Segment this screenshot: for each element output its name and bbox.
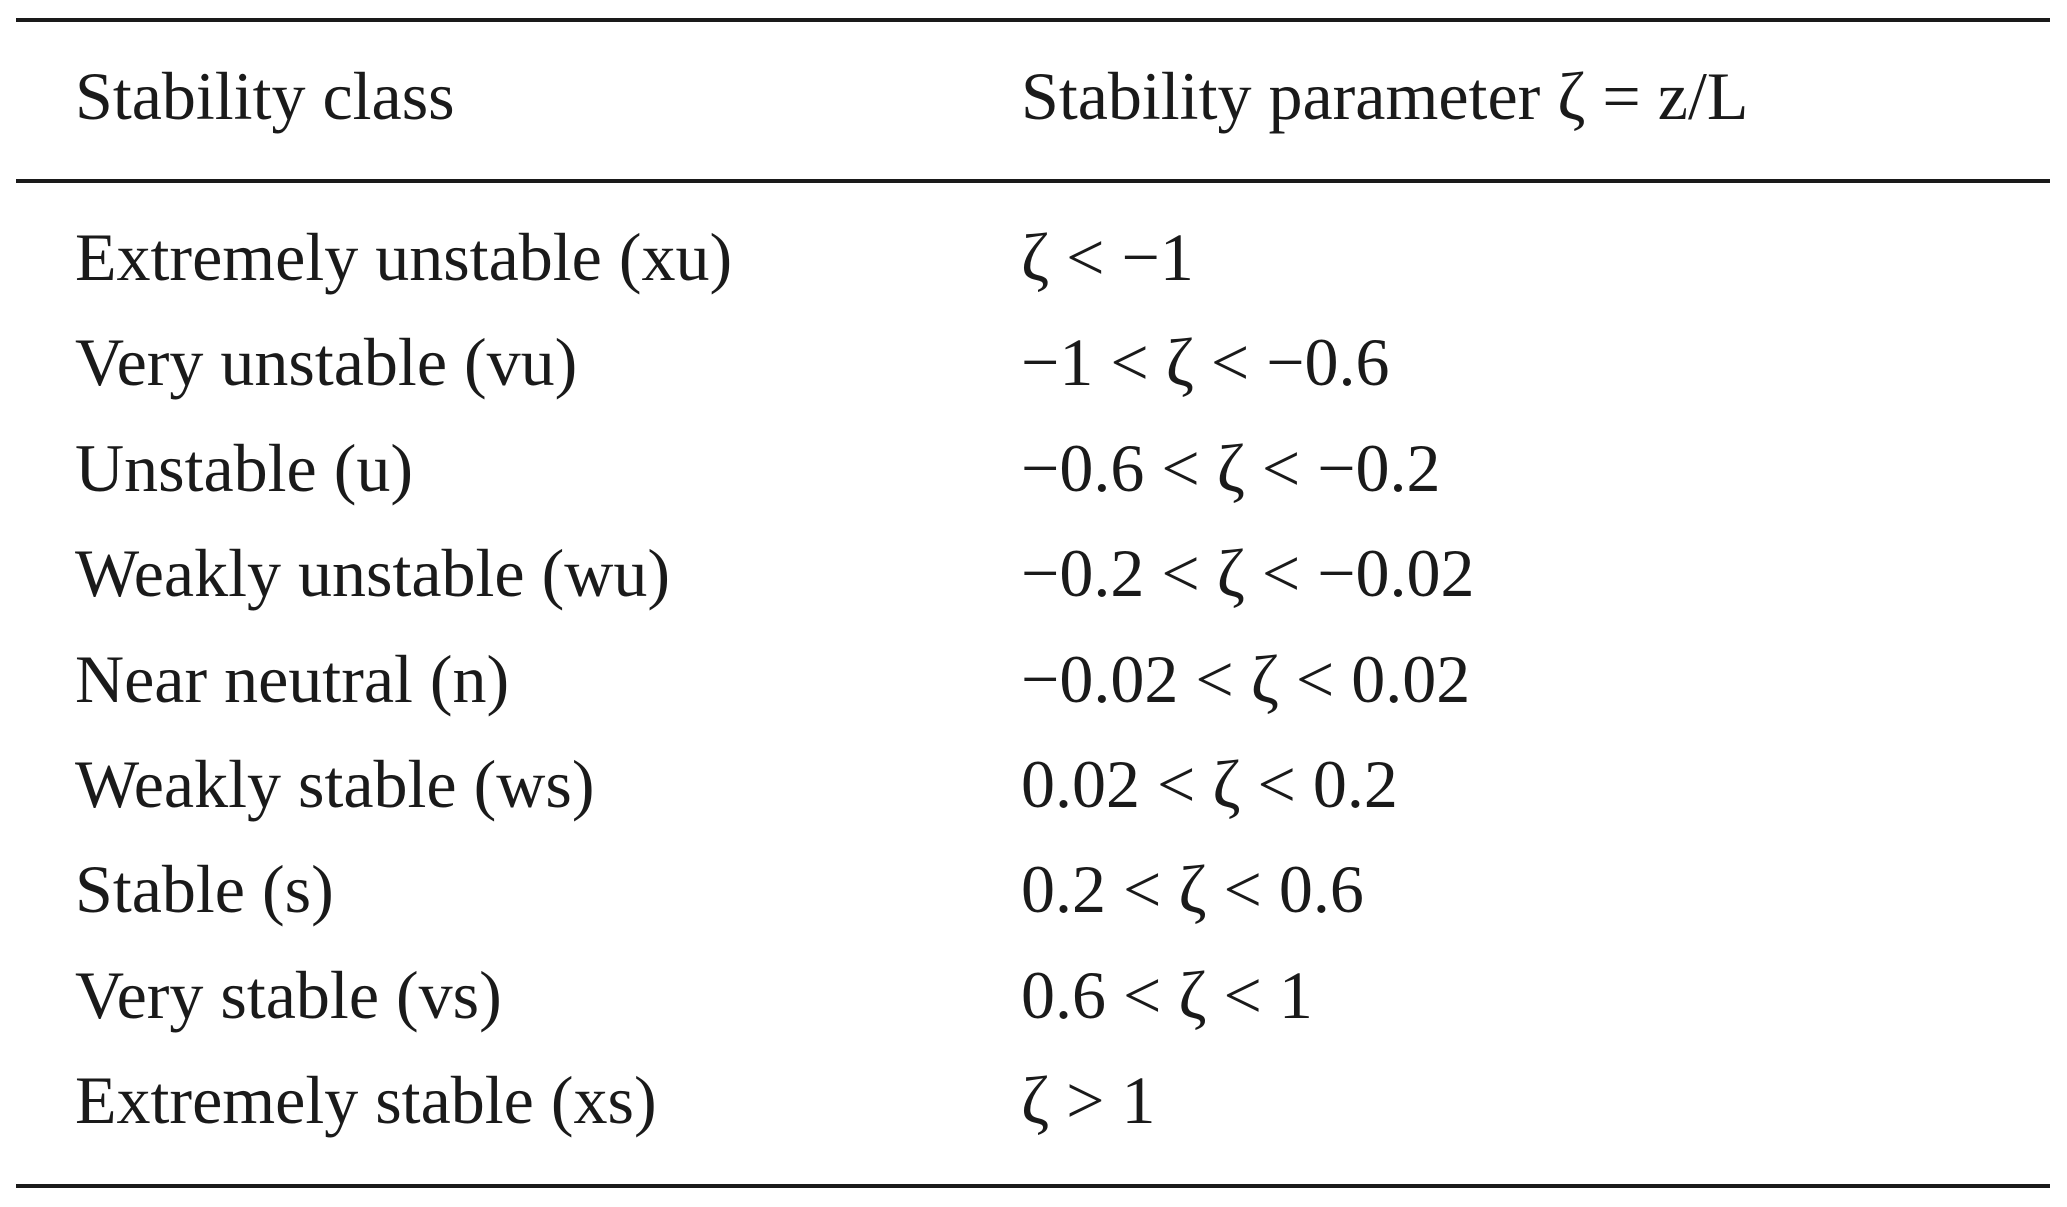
parameter-cell: −0.2 < ζ < −0.02 xyxy=(1021,535,1475,612)
class-cell: Very stable (vs) xyxy=(75,956,502,1033)
parameter-cell: 0.2 < ζ < 0.6 xyxy=(1021,851,1364,928)
parameter-cell: ζ > 1 xyxy=(1021,1062,1156,1139)
parameter-cell: 0.6 < ζ < 1 xyxy=(1021,956,1313,1033)
mid-rule xyxy=(16,179,2050,183)
bottom-rule xyxy=(16,1184,2050,1188)
class-cell: Near neutral (n) xyxy=(75,640,510,717)
class-cell: Extremely unstable (xu) xyxy=(75,219,733,295)
class-cell: Extremely stable (xs) xyxy=(75,1062,657,1139)
class-cell: Weakly stable (ws) xyxy=(75,746,595,822)
class-cell: Unstable (u) xyxy=(75,429,414,506)
parameter-cell: −0.6 < ζ < −0.2 xyxy=(1021,429,1441,506)
parameter-cell: ζ < −1 xyxy=(1021,219,1194,295)
header-cell: Stability parameter ζ = z/L xyxy=(1021,58,1749,134)
top-rule xyxy=(16,18,2050,22)
parameter-cell: 0.02 < ζ < 0.2 xyxy=(1021,746,1398,822)
parameter-cell: −0.02 < ζ < 0.02 xyxy=(1021,640,1471,717)
class-cell: Very unstable (vu) xyxy=(75,324,578,401)
class-cell: Stable (s) xyxy=(75,851,334,928)
header-cell: Stability class xyxy=(75,58,455,134)
class-cell: Weakly unstable (wu) xyxy=(75,535,670,612)
parameter-cell: −1 < ζ < −0.6 xyxy=(1021,324,1390,401)
